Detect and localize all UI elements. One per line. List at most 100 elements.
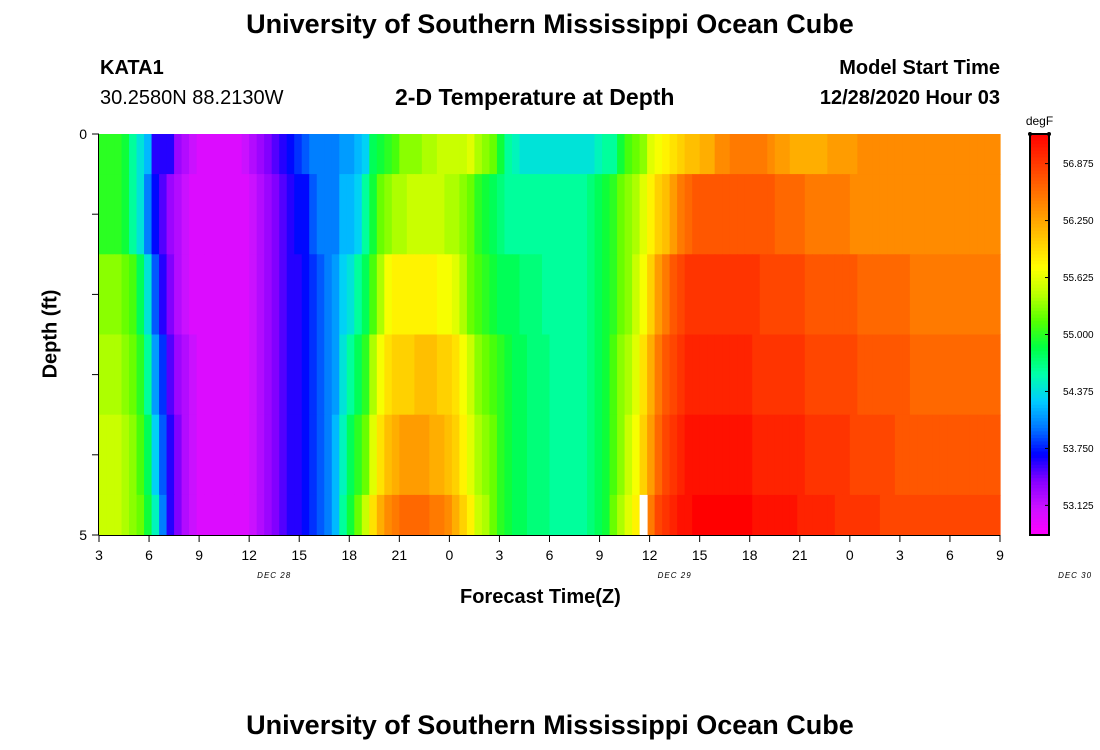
colorbar-segment [1030, 154, 1049, 158]
heatmap-cell [271, 174, 280, 255]
heatmap-cell [872, 334, 881, 416]
colorbar-segment [1030, 160, 1049, 165]
x-tick-label: 3 [95, 547, 103, 563]
heatmap-cell [151, 134, 160, 175]
heatmap-cell [947, 134, 956, 175]
y-tick-label: 5 [79, 527, 87, 543]
heatmap-cell [414, 174, 423, 255]
heatmap-cell [714, 494, 723, 536]
colorbar-corner-dot [1047, 132, 1051, 136]
heatmap-cell [827, 174, 836, 255]
heatmap-cell [466, 254, 476, 336]
colorbar-segment [1030, 387, 1049, 392]
heatmap-cell [429, 414, 438, 496]
heatmap-cell [361, 334, 370, 416]
heatmap-cell [264, 414, 273, 496]
heatmap-cell [617, 174, 626, 255]
heatmap-cell [481, 494, 491, 536]
heatmap-cell [526, 414, 536, 496]
x-tick-label: 9 [195, 547, 203, 563]
colorbar-segment [1030, 518, 1049, 523]
heatmap-cell [744, 134, 753, 175]
heatmap-cell [301, 494, 310, 536]
heatmap-cell [421, 334, 430, 416]
heatmap-cell [752, 494, 761, 536]
heatmap-cell [662, 254, 671, 336]
heatmap-cell [744, 494, 753, 536]
heatmap-cell [677, 414, 686, 496]
heatmap-cell [947, 494, 956, 536]
heatmap-cell [474, 334, 483, 416]
heatmap-cell [249, 254, 258, 336]
heatmap-cell [647, 254, 656, 336]
colorbar-segment [1030, 334, 1049, 339]
heatmap-cell [609, 174, 618, 255]
heatmap-cell [196, 414, 205, 496]
heatmap-cell [474, 254, 483, 336]
heatmap-cell [541, 254, 551, 336]
heatmap-cell [729, 174, 738, 255]
heatmap-cell [346, 414, 355, 496]
heatmap-cell [647, 174, 656, 255]
time-marker-bar [639, 494, 648, 535]
colorbar-segment [1030, 434, 1049, 439]
heatmap-cell [504, 414, 513, 496]
heatmap-cell [436, 494, 445, 536]
x-tick-label: 15 [291, 547, 307, 563]
heatmap-cell [699, 134, 708, 175]
heatmap-cell [819, 134, 828, 175]
heatmap-cell [872, 174, 881, 255]
heatmap-cell [316, 134, 325, 175]
heatmap-cell [286, 134, 295, 175]
heatmap-cell [511, 254, 521, 336]
heatmap-cell [451, 254, 460, 336]
heatmap-cell [159, 174, 168, 255]
heatmap-cell [301, 414, 310, 496]
date-label: DEC 29 [658, 571, 692, 580]
colorbar-segment [1030, 244, 1049, 249]
colorbar-tick-label: 53.750 [1063, 444, 1094, 455]
heatmap-cell [234, 174, 243, 255]
heatmap-cell [174, 334, 183, 416]
colorbar-segment [1030, 488, 1049, 493]
heatmap-cell [924, 174, 934, 255]
heatmap-cell [106, 174, 115, 255]
heatmap-cell [136, 334, 145, 416]
heatmap-cell [917, 494, 926, 536]
heatmap-cell [294, 494, 303, 536]
heatmap-cell [624, 414, 633, 496]
heatmap-cell [557, 334, 566, 416]
colorbar-segment [1030, 364, 1049, 369]
heatmap-cell [992, 414, 1001, 496]
page-title: University of Southern Mississippi Ocean… [246, 9, 854, 39]
heatmap-cell [331, 414, 340, 496]
heatmap-cell [151, 254, 160, 336]
x-tick-label: 6 [946, 547, 954, 563]
colorbar-segment [1030, 204, 1049, 209]
heatmap-cell [692, 414, 701, 496]
x-tick-label: 0 [846, 547, 854, 563]
heatmap-cell [136, 254, 145, 336]
heatmap-cell [759, 254, 768, 336]
heatmap-cell [969, 174, 979, 255]
heatmap-cell [737, 254, 746, 336]
heatmap-cell [879, 334, 888, 416]
heatmap-cell [842, 174, 851, 255]
colorbar-segment [1030, 180, 1049, 185]
heatmap-cell [451, 494, 460, 536]
heatmap-cell [632, 254, 641, 336]
colorbar-segment [1030, 454, 1049, 459]
heatmap-cell [451, 334, 460, 416]
heatmap-cell [662, 134, 671, 175]
heatmap-cell [264, 134, 273, 175]
colorbar-segment [1030, 237, 1049, 242]
heatmap-cell [774, 254, 783, 336]
colorbar-segment [1030, 240, 1049, 245]
heatmap-cell [511, 134, 521, 175]
colorbar-segment [1030, 254, 1049, 259]
heatmap-cell [977, 134, 986, 175]
heatmap-cell [872, 414, 881, 496]
heatmap-cell [992, 134, 1001, 175]
colorbar-tick-label: 56.875 [1063, 159, 1094, 170]
colorbar-segment [1030, 271, 1049, 275]
